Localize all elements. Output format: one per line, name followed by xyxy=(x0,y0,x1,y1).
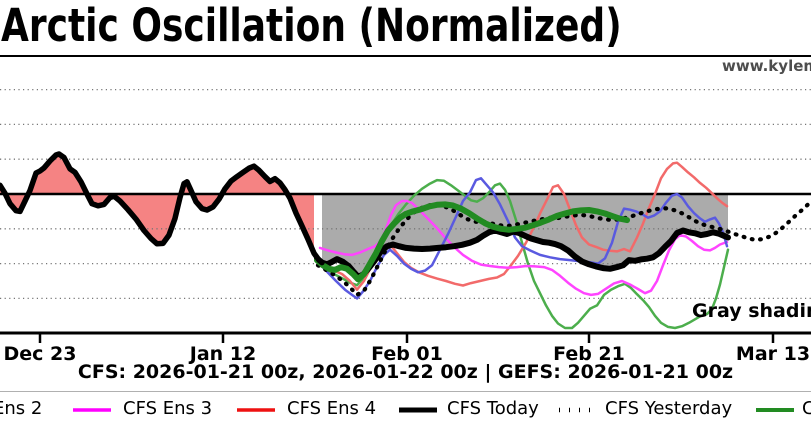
gray-shading-annotation: Gray shading xyxy=(692,300,811,322)
legend-label: CFS Today xyxy=(447,398,539,419)
legend-label: CFS Yesterday xyxy=(605,398,733,419)
series-ens_mean_green xyxy=(314,201,630,283)
x-axis-tick-label: Jan 12 xyxy=(189,343,257,365)
legend-label: CFS Ens 4 xyxy=(287,398,377,419)
legend-label: CFS Ens 3 xyxy=(123,398,213,419)
legend-swatch-cfs-yesterday xyxy=(559,407,597,413)
legend-label: Ens 2 xyxy=(0,398,43,419)
model-init-note: CFS: 2026-01-21 00z, 2026-01-22 00z | GE… xyxy=(77,361,734,383)
series-observed xyxy=(0,151,325,266)
x-axis-tick-label: Feb 21 xyxy=(553,343,625,365)
x-axis-tick-label: Dec 23 xyxy=(3,343,77,365)
legend-swatch-cfs-today xyxy=(399,407,437,413)
website-watermark: www.kylema xyxy=(722,57,811,75)
legend-swatch-cfs-ens-3 xyxy=(73,408,111,412)
chart-legend: Ens 2 CFS Ens 3 CFS Ens 4 CFS Today CFS Yest… xyxy=(0,391,811,437)
page-title: Arctic Oscillation (Normalized) xyxy=(1,0,622,52)
x-axis-tick-label: Mar 13 xyxy=(735,343,811,365)
legend-swatch-cfs-ens-4 xyxy=(237,408,275,412)
series-ens_blue xyxy=(316,177,729,300)
legend-swatch-c xyxy=(756,408,794,412)
legend-label: C xyxy=(802,398,811,419)
observed-negative-positive-fill xyxy=(0,154,314,254)
series-ens_green xyxy=(316,178,730,330)
x-axis-tick-label: Feb 01 xyxy=(371,343,443,365)
